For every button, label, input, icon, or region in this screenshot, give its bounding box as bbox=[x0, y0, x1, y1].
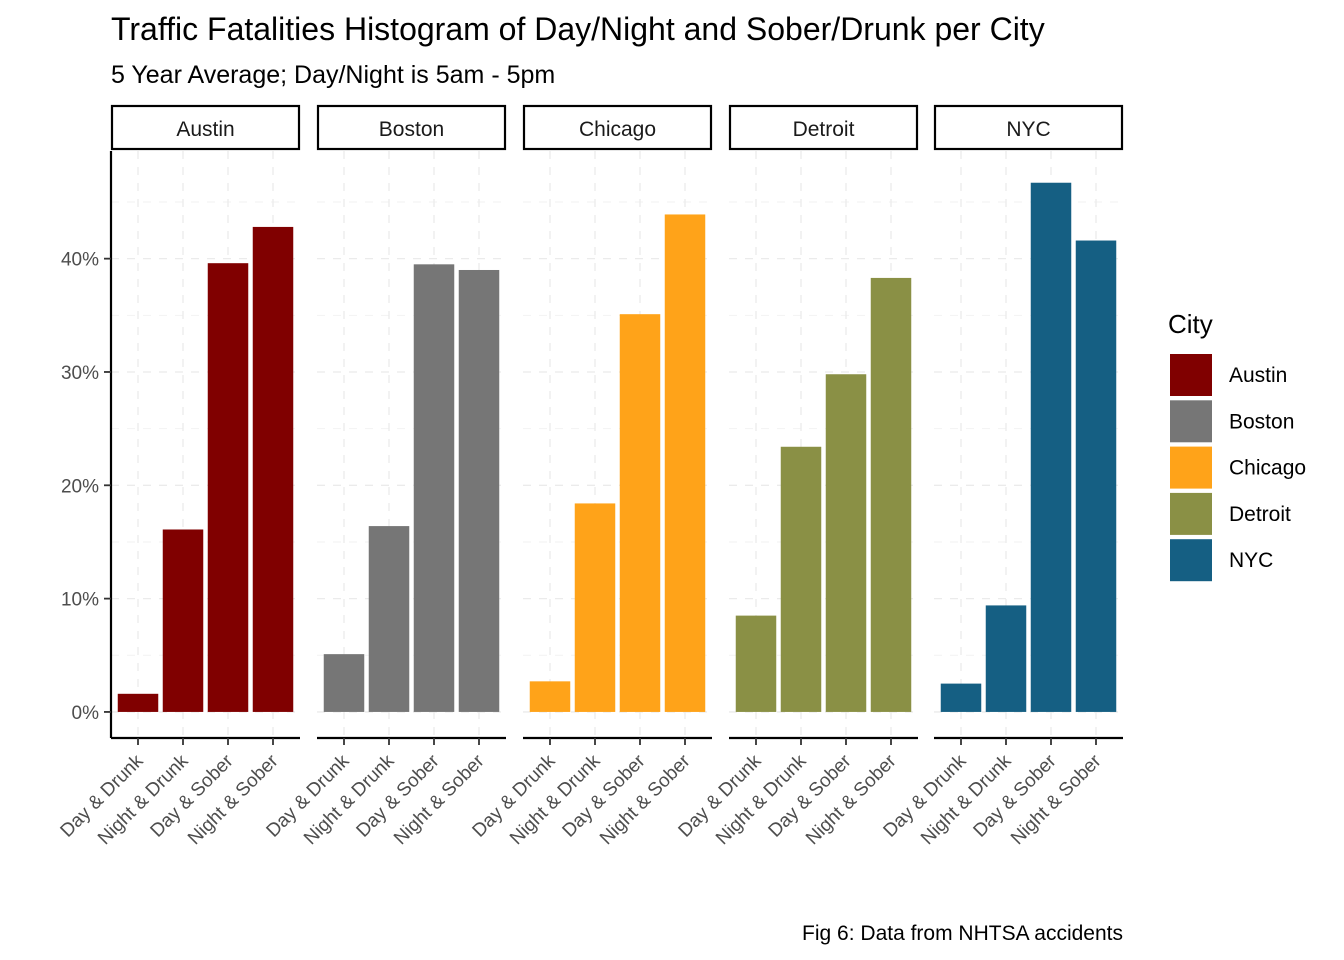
bar-detroit-2 bbox=[780, 446, 822, 712]
bar-chicago-3 bbox=[619, 314, 661, 712]
facet-strip-label: Chicago bbox=[579, 118, 656, 141]
chart-subtitle: 5 Year Average; Day/Night is 5am - 5pm bbox=[111, 61, 555, 89]
bar-chicago-4 bbox=[664, 214, 706, 712]
bar-chicago-2 bbox=[574, 503, 616, 712]
y-tick-label: 0% bbox=[72, 703, 100, 724]
facet-strip-label: NYC bbox=[1006, 118, 1050, 141]
facet-strip-label: Austin bbox=[176, 118, 234, 141]
legend-key-detroit bbox=[1170, 492, 1212, 535]
legend-key-chicago bbox=[1170, 446, 1212, 489]
bar-boston-3 bbox=[413, 264, 455, 712]
bar-austin-2 bbox=[162, 529, 204, 712]
y-axis: 0% 10% 20% 30% 40% bbox=[61, 151, 113, 738]
facet-strip bbox=[110, 104, 301, 151]
legend-key-boston bbox=[1170, 400, 1212, 443]
bar-nyc-3 bbox=[1030, 182, 1072, 712]
bar-austin-3 bbox=[207, 263, 249, 712]
bar-austin-1 bbox=[117, 693, 159, 712]
legend-key-austin bbox=[1170, 354, 1212, 396]
y-tick-label: 10% bbox=[61, 590, 99, 611]
facet-strip bbox=[933, 104, 1124, 151]
facet-strip-label: Boston bbox=[379, 118, 444, 141]
chart-caption: Fig 6: Data from NHTSA accidents bbox=[802, 922, 1123, 945]
bar-detroit-1 bbox=[735, 615, 777, 712]
legend-label: Boston bbox=[1229, 410, 1294, 433]
facet-strip bbox=[728, 104, 919, 151]
legend-label: NYC bbox=[1229, 549, 1273, 572]
facet-strip bbox=[522, 104, 713, 151]
bar-boston-1 bbox=[323, 654, 365, 712]
bar-boston-2 bbox=[368, 526, 410, 712]
legend: City Austin Boston Chicago Detroit NYC bbox=[1168, 309, 1306, 582]
bar-detroit-4 bbox=[870, 277, 912, 712]
y-tick-label: 40% bbox=[61, 250, 99, 271]
bar-nyc-2 bbox=[985, 605, 1027, 712]
legend-label: Detroit bbox=[1229, 503, 1291, 526]
legend-label: Austin bbox=[1229, 364, 1287, 387]
y-tick-label: 20% bbox=[61, 476, 99, 497]
legend-key-nyc bbox=[1170, 539, 1212, 582]
bar-austin-4 bbox=[252, 226, 294, 712]
bar-nyc-1 bbox=[940, 683, 982, 712]
bar-detroit-3 bbox=[825, 374, 867, 712]
y-tick-label: 30% bbox=[61, 363, 99, 384]
chart-title: Traffic Fatalities Histogram of Day/Nigh… bbox=[111, 11, 1045, 47]
legend-title: City bbox=[1168, 309, 1213, 339]
facet-strip-label: Detroit bbox=[793, 118, 855, 141]
facet-strip bbox=[316, 104, 507, 151]
bar-boston-4 bbox=[458, 269, 500, 712]
bar-chicago-1 bbox=[529, 681, 571, 712]
legend-label: Chicago bbox=[1229, 457, 1306, 480]
bar-nyc-4 bbox=[1075, 240, 1117, 712]
